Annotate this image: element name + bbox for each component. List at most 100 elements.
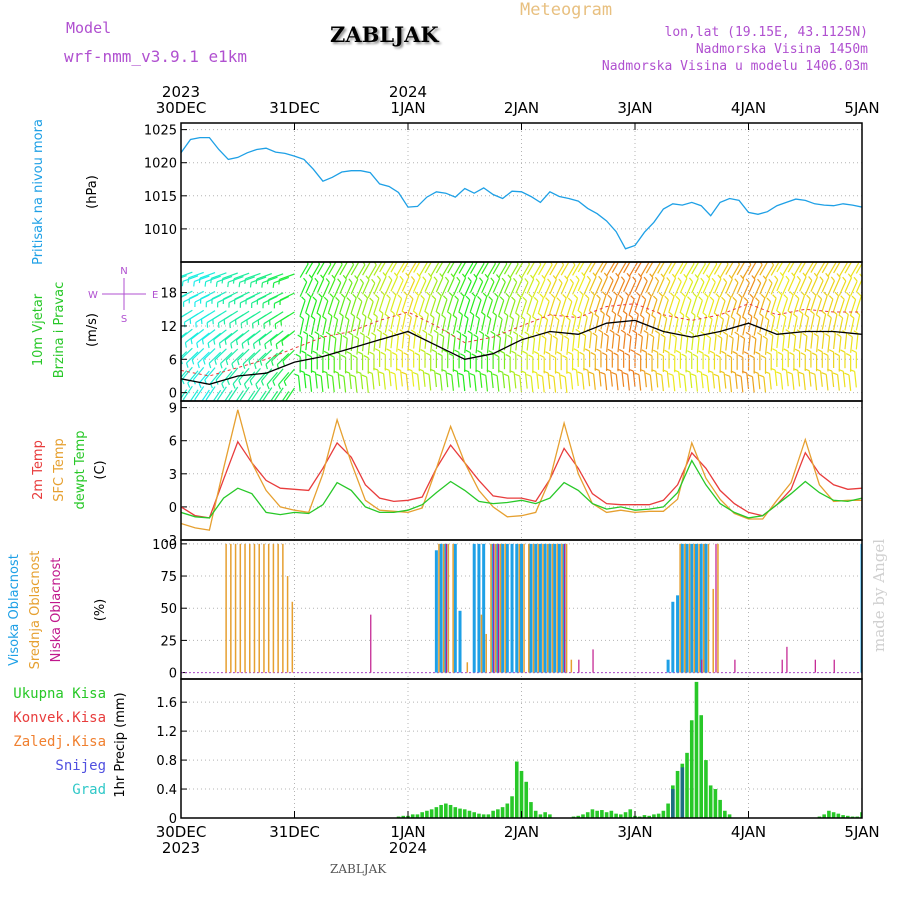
wind-barb [297,375,301,392]
wind-barb [388,370,392,387]
wind-barb-flag [776,257,779,261]
wind-barb-flag [832,372,838,376]
wind-barb-flag [516,262,519,265]
wind-barb [396,335,399,352]
wind-barb [469,333,473,350]
wind-barb-flag [299,315,304,320]
cloud-low-axis-title: Niska Oblacnost [49,558,64,663]
wind-barb-flag [359,332,365,336]
wind-barb [719,263,729,279]
wind-barb-flag [596,294,601,300]
y-tick-label: 18 [160,287,177,302]
wind-barb [854,371,857,388]
wind-barb [481,296,488,312]
wind-barb-flag [806,348,812,353]
wind-barb-flag [323,350,329,355]
wind-barb-flag [259,360,263,366]
cloud-mid-bar [225,543,227,673]
cloud-mid-bar [277,543,279,673]
wind-barb [396,317,401,333]
wind-barb-flag [569,278,574,284]
wind-barb [270,330,284,342]
wind-barb [469,314,475,331]
wind-barb [469,296,476,312]
wind-barb [339,334,343,351]
wind-barb [838,262,848,277]
wind-barb-flag [498,256,501,260]
precip-total-bar [576,815,581,818]
wind-barb-flag [513,277,518,283]
wind-barb [350,316,356,333]
wind-barb [725,315,730,332]
wind-barb [379,262,387,273]
cloud-mid-bar [551,543,554,673]
wind-barb-flag [777,290,783,296]
wind-barb-flag [805,254,808,258]
wind-barb [674,299,681,316]
wind-barb [208,351,222,364]
wind-barb [201,310,216,320]
wind-barb-flag [420,348,426,353]
wind-barb-flag [760,354,766,359]
wind-barb-flag [632,329,637,334]
wind-barb-flag [306,262,309,265]
wind-barb-flag [187,382,191,388]
cloud-mid-bar [494,543,497,673]
wind-barb-flag [772,294,777,299]
wind-barb [305,296,312,313]
wind-barb [589,313,594,330]
wind-barb-flag [550,354,556,359]
wind-barb [627,374,630,391]
wind-barb-flag [664,349,670,354]
wind-barb [366,376,369,393]
wind-barb-flag [345,257,348,261]
wind-barb [657,295,664,312]
wind-barb-flag [726,354,732,358]
wind-barb-flag [628,368,634,372]
wind-barb-flag [590,351,596,356]
cloud-mid-bar [438,543,440,673]
compass-n: N [120,266,127,277]
wind-barb [481,315,486,331]
wind-barb-flag [697,256,700,260]
wind-barb [770,279,779,295]
year-bottom: 2023 [162,839,200,857]
wind-barb-flag [396,254,399,258]
wind-barb [515,296,522,313]
cloud-low-bar [578,659,580,673]
y-tick-label: 9 [169,402,177,417]
wind-barb [770,316,776,333]
wind-barb-flag [745,331,751,336]
wind-barb [394,373,398,390]
wind-barb-flag [528,293,533,298]
wind-barb [628,280,637,296]
wind-barb-flag [329,293,334,298]
wind-barb-flag [785,275,790,281]
wind-barb-flag [728,335,734,339]
wind-barb [814,374,818,391]
wind-barb-flag [730,315,736,321]
y-tick-label: 1.6 [156,696,177,711]
wind-barb [181,271,193,277]
wind-barb [486,337,490,354]
wind-barb-flag [446,310,452,316]
wind-barb-flag [715,354,721,358]
wind-barb [759,316,764,333]
wind-barb [651,299,658,315]
wind-barb [802,374,806,391]
y-tick-label: 25 [160,634,177,649]
wind-barb-flag [323,296,329,302]
wind-barb [549,262,559,276]
wind-barb [723,372,727,389]
wind-barb [515,278,523,294]
cloud-high-bar [515,543,519,673]
wind-barb-flag [590,291,595,296]
y-tick-label: 6 [169,353,177,368]
wind-barb [181,272,182,273]
wind-barb-flag [730,370,736,374]
wind-barb-flag [369,351,375,355]
wind-barb [239,276,255,283]
cloud-high-bar [529,543,533,673]
wind-barb [837,374,840,391]
wind-barb [379,294,386,311]
